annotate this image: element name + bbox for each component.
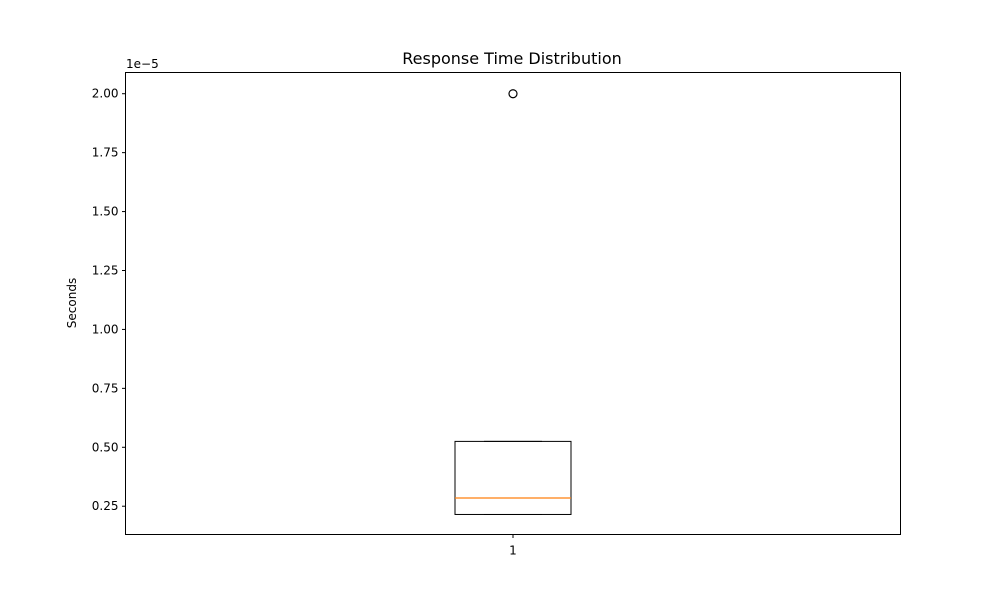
y-tick-label: 0.50 <box>92 440 119 454</box>
y-axis-offset-label: 1e−5 <box>126 57 159 71</box>
y-tick-label: 1.75 <box>92 146 119 160</box>
x-tick-label: 1 <box>509 544 517 558</box>
y-tick-label: 1.50 <box>92 205 119 219</box>
plot-area-frame <box>125 72 901 535</box>
outlier-point <box>508 89 518 99</box>
y-axis-label: Seconds <box>65 278 79 328</box>
x-axis-ticks: 1 <box>509 534 517 558</box>
y-tick-label: 1.25 <box>92 264 119 278</box>
box-plot-group <box>454 89 572 515</box>
iqr-box <box>454 440 572 515</box>
chart-title: Response Time Distribution <box>402 49 622 68</box>
y-tick-label: 0.25 <box>92 499 119 513</box>
y-tick-label: 2.00 <box>92 87 119 101</box>
y-tick-label: 0.75 <box>92 381 119 395</box>
y-tick-label: 1.00 <box>92 322 119 336</box>
y-axis-ticks: 0.25 0.50 0.75 1.00 1.25 1.50 1.75 2.00 <box>92 87 126 513</box>
